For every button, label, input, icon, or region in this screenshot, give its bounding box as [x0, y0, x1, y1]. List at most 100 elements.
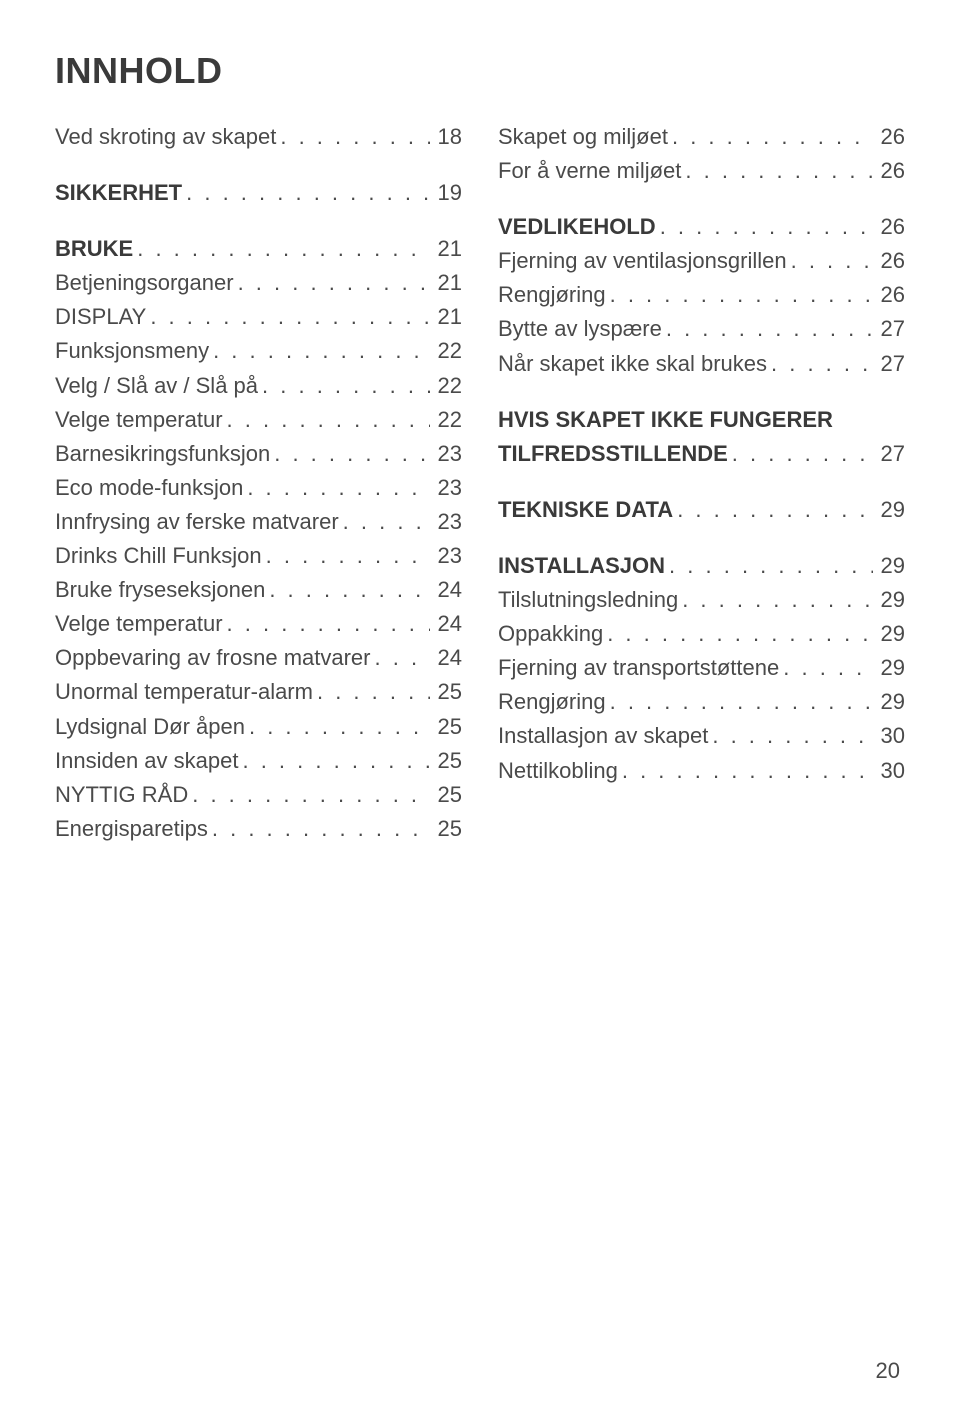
toc-entry-leader: . . . . . . . . . . . . . . . . . . . . …: [618, 754, 873, 788]
toc-entry-label: INSTALLASJON: [498, 549, 665, 583]
toc-entry: Funksjonsmeny . . . . . . . . . . . . . …: [55, 334, 462, 368]
toc-entry-page: 29: [873, 651, 905, 685]
toc-entry-leader: . . . . . . . . . . . . . . . . . . . . …: [182, 176, 430, 210]
toc-entry-page: 29: [873, 493, 905, 527]
toc-entry-leader: . . . . . . . . . . . . . . . . . . . . …: [678, 583, 873, 617]
toc-column-right: Skapet og miljøet . . . . . . . . . . . …: [498, 120, 905, 846]
toc-entry-leader: . . . . . . . . . . . . . . . . . . . . …: [779, 651, 873, 685]
toc-entry: TILFREDSSTILLENDE . . . . . . . . . . . …: [498, 437, 905, 471]
toc-entry-leader: . . . . . . . . . . . . . . . . . . . . …: [133, 232, 430, 266]
toc-entry-page: 26: [873, 120, 905, 154]
toc-entry-label: Tilslutningsledning: [498, 583, 678, 617]
toc-entry-page: 27: [873, 347, 905, 381]
toc-entry-page: 25: [430, 744, 462, 778]
toc-entry-page: 29: [873, 549, 905, 583]
toc-entry: HVIS SKAPET IKKE FUNGERER: [498, 403, 905, 437]
toc-entry-page: 30: [873, 754, 905, 788]
toc-entry: Bytte av lyspære . . . . . . . . . . . .…: [498, 312, 905, 346]
toc-entry: Unormal temperatur-alarm . . . . . . . .…: [55, 675, 462, 709]
toc-entry-page: 22: [430, 403, 462, 437]
toc-entry-leader: . . . . . . . . . . . . . . . . . . . . …: [606, 278, 873, 312]
toc-entry-leader: . . . . . . . . . . . . . . . . . . . . …: [708, 719, 873, 753]
toc-entry-page: 26: [873, 154, 905, 188]
toc-entry-page: 23: [430, 539, 462, 573]
toc-entry: NYTTIG RÅD . . . . . . . . . . . . . . .…: [55, 778, 462, 812]
toc-entry-leader: . . . . . . . . . . . . . . . . . . . . …: [681, 154, 873, 188]
toc-column-left: Ved skroting av skapet . . . . . . . . .…: [55, 120, 462, 846]
toc-entry-leader: . . . . . . . . . . . . . . . . . . . . …: [262, 539, 430, 573]
toc-group-spacer: [498, 471, 905, 493]
toc-entry-leader: . . . . . . . . . . . . . . . . . . . . …: [188, 778, 430, 812]
toc-entry-page: 24: [430, 641, 462, 675]
toc-entry-page: 21: [430, 232, 462, 266]
toc-entry-page: 23: [430, 505, 462, 539]
toc-entry-leader: . . . . . . . . . . . . . . . . . . . . …: [234, 266, 430, 300]
toc-entry-leader: . . . . . . . . . . . . . . . . . . . . …: [223, 607, 430, 641]
toc-entry: Nettilkobling . . . . . . . . . . . . . …: [498, 754, 905, 788]
toc-entry-label: Velge temperatur: [55, 607, 223, 641]
toc-group-spacer: [55, 154, 462, 176]
toc-entry-leader: . . . . . . . . . . . . . . . . . . . . …: [223, 403, 430, 437]
toc-group-spacer: [55, 210, 462, 232]
toc-entry: Ved skroting av skapet . . . . . . . . .…: [55, 120, 462, 154]
toc-entry: Lydsignal Dør åpen . . . . . . . . . . .…: [55, 710, 462, 744]
toc-entry-page: 26: [873, 210, 905, 244]
toc-entry-label: Skapet og miljøet: [498, 120, 668, 154]
toc-entry-page: 22: [430, 334, 462, 368]
toc-entry-page: 27: [873, 312, 905, 346]
toc-entry-label: Oppakking: [498, 617, 603, 651]
toc-entry-leader: . . . . . . . . . . . . . . . . . . . . …: [238, 744, 430, 778]
toc-entry-leader: . . . . . . . . . . . . . . . . . . . . …: [665, 549, 873, 583]
toc-entry: Eco mode-funksjon . . . . . . . . . . . …: [55, 471, 462, 505]
toc-group-spacer: [498, 527, 905, 549]
toc-entry-label: Eco mode-funksjon: [55, 471, 243, 505]
toc-entry-label: Fjerning av transportstøttene: [498, 651, 779, 685]
toc-columns: Ved skroting av skapet . . . . . . . . .…: [55, 120, 905, 846]
toc-entry-leader: . . . . . . . . . . . . . . . . . . . . …: [270, 437, 430, 471]
toc-entry: INSTALLASJON . . . . . . . . . . . . . .…: [498, 549, 905, 583]
toc-entry-leader: . . . . . . . . . . . . . . . . . . . . …: [728, 437, 873, 471]
toc-group-spacer: [498, 188, 905, 210]
toc-entry-label: Innfrysing av ferske matvarer: [55, 505, 339, 539]
toc-entry-label: DISPLAY: [55, 300, 146, 334]
toc-entry-leader: . . . . . . . . . . . . . . . . . . . . …: [258, 369, 430, 403]
toc-entry: Bruke fryseseksjonen . . . . . . . . . .…: [55, 573, 462, 607]
toc-entry-leader: . . . . . . . . . . . . . . . . . . . . …: [603, 617, 873, 651]
toc-entry: SIKKERHET . . . . . . . . . . . . . . . …: [55, 176, 462, 210]
toc-entry: Installasjon av skapet . . . . . . . . .…: [498, 719, 905, 753]
toc-entry-label: Bruke fryseseksjonen: [55, 573, 265, 607]
toc-entry-page: 22: [430, 369, 462, 403]
toc-entry-leader: . . . . . . . . . . . . . . . . . . . . …: [209, 334, 430, 368]
toc-entry-label: Nettilkobling: [498, 754, 618, 788]
toc-entry-leader: . . . . . . . . . . . . . . . . . . . . …: [371, 641, 431, 675]
toc-entry: Rengjøring . . . . . . . . . . . . . . .…: [498, 278, 905, 312]
page-title: INNHOLD: [55, 50, 905, 92]
toc-entry-leader: . . . . . . . . . . . . . . . . . . . . …: [656, 210, 873, 244]
toc-entry: Betjeningsorganer . . . . . . . . . . . …: [55, 266, 462, 300]
toc-entry: Velg / Slå av / Slå på . . . . . . . . .…: [55, 369, 462, 403]
toc-entry-leader: . . . . . . . . . . . . . . . . . . . . …: [606, 685, 873, 719]
page-number: 20: [876, 1358, 900, 1384]
toc-entry-page: 24: [430, 573, 462, 607]
toc-entry-page: 25: [430, 778, 462, 812]
toc-entry-label: HVIS SKAPET IKKE FUNGERER: [498, 403, 833, 437]
toc-entry-page: 27: [873, 437, 905, 471]
toc-entry: Tilslutningsledning . . . . . . . . . . …: [498, 583, 905, 617]
toc-entry-label: Energisparetips: [55, 812, 208, 846]
toc-entry-label: Ved skroting av skapet: [55, 120, 276, 154]
toc-entry: TEKNISKE DATA . . . . . . . . . . . . . …: [498, 493, 905, 527]
toc-entry-page: 25: [430, 812, 462, 846]
toc-entry-label: Funksjonsmeny: [55, 334, 209, 368]
toc-entry-leader: . . . . . . . . . . . . . . . . . . . . …: [245, 710, 430, 744]
toc-entry-page: 23: [430, 471, 462, 505]
toc-entry-label: NYTTIG RÅD: [55, 778, 188, 812]
toc-entry-page: 19: [430, 176, 462, 210]
toc-entry: Barnesikringsfunksjon . . . . . . . . . …: [55, 437, 462, 471]
toc-entry-page: 30: [873, 719, 905, 753]
toc-entry-leader: . . . . . . . . . . . . . . . . . . . . …: [673, 493, 873, 527]
toc-entry-page: 26: [873, 244, 905, 278]
toc-entry-label: Oppbevaring av frosne matvarer: [55, 641, 371, 675]
toc-entry-label: VEDLIKEHOLD: [498, 210, 656, 244]
toc-entry-leader: . . . . . . . . . . . . . . . . . . . . …: [662, 312, 873, 346]
toc-entry-leader: . . . . . . . . . . . . . . . . . . . . …: [208, 812, 430, 846]
